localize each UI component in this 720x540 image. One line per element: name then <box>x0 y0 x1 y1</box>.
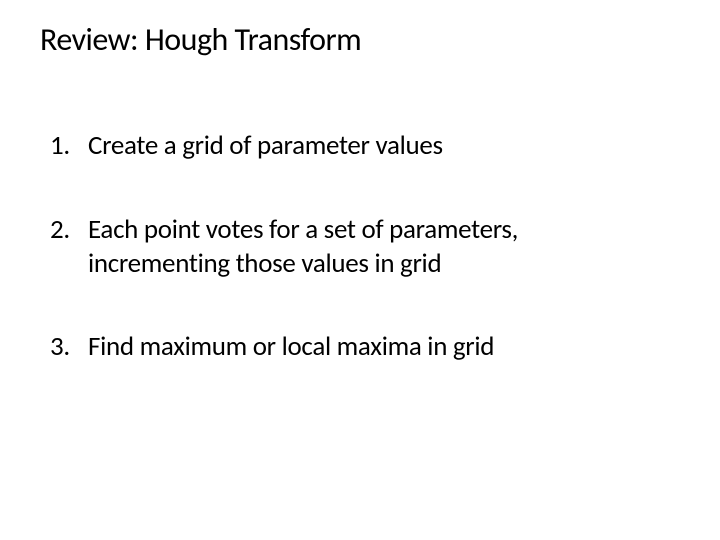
steps-list: 1. Create a grid of parameter values 2. … <box>40 129 680 364</box>
item-text: Each point votes for a set of parameters… <box>88 213 680 281</box>
list-item: 3. Find maximum or local maxima in grid <box>50 330 680 364</box>
item-text: Create a grid of parameter values <box>88 129 680 163</box>
list-item: 1. Create a grid of parameter values <box>50 129 680 163</box>
list-item: 2. Each point votes for a set of paramet… <box>50 213 680 281</box>
item-number: 2. <box>50 213 88 247</box>
item-number: 3. <box>50 330 88 364</box>
item-text: Find maximum or local maxima in grid <box>88 330 680 364</box>
slide-title: Review: Hough Transform <box>40 20 680 59</box>
item-number: 1. <box>50 129 88 163</box>
